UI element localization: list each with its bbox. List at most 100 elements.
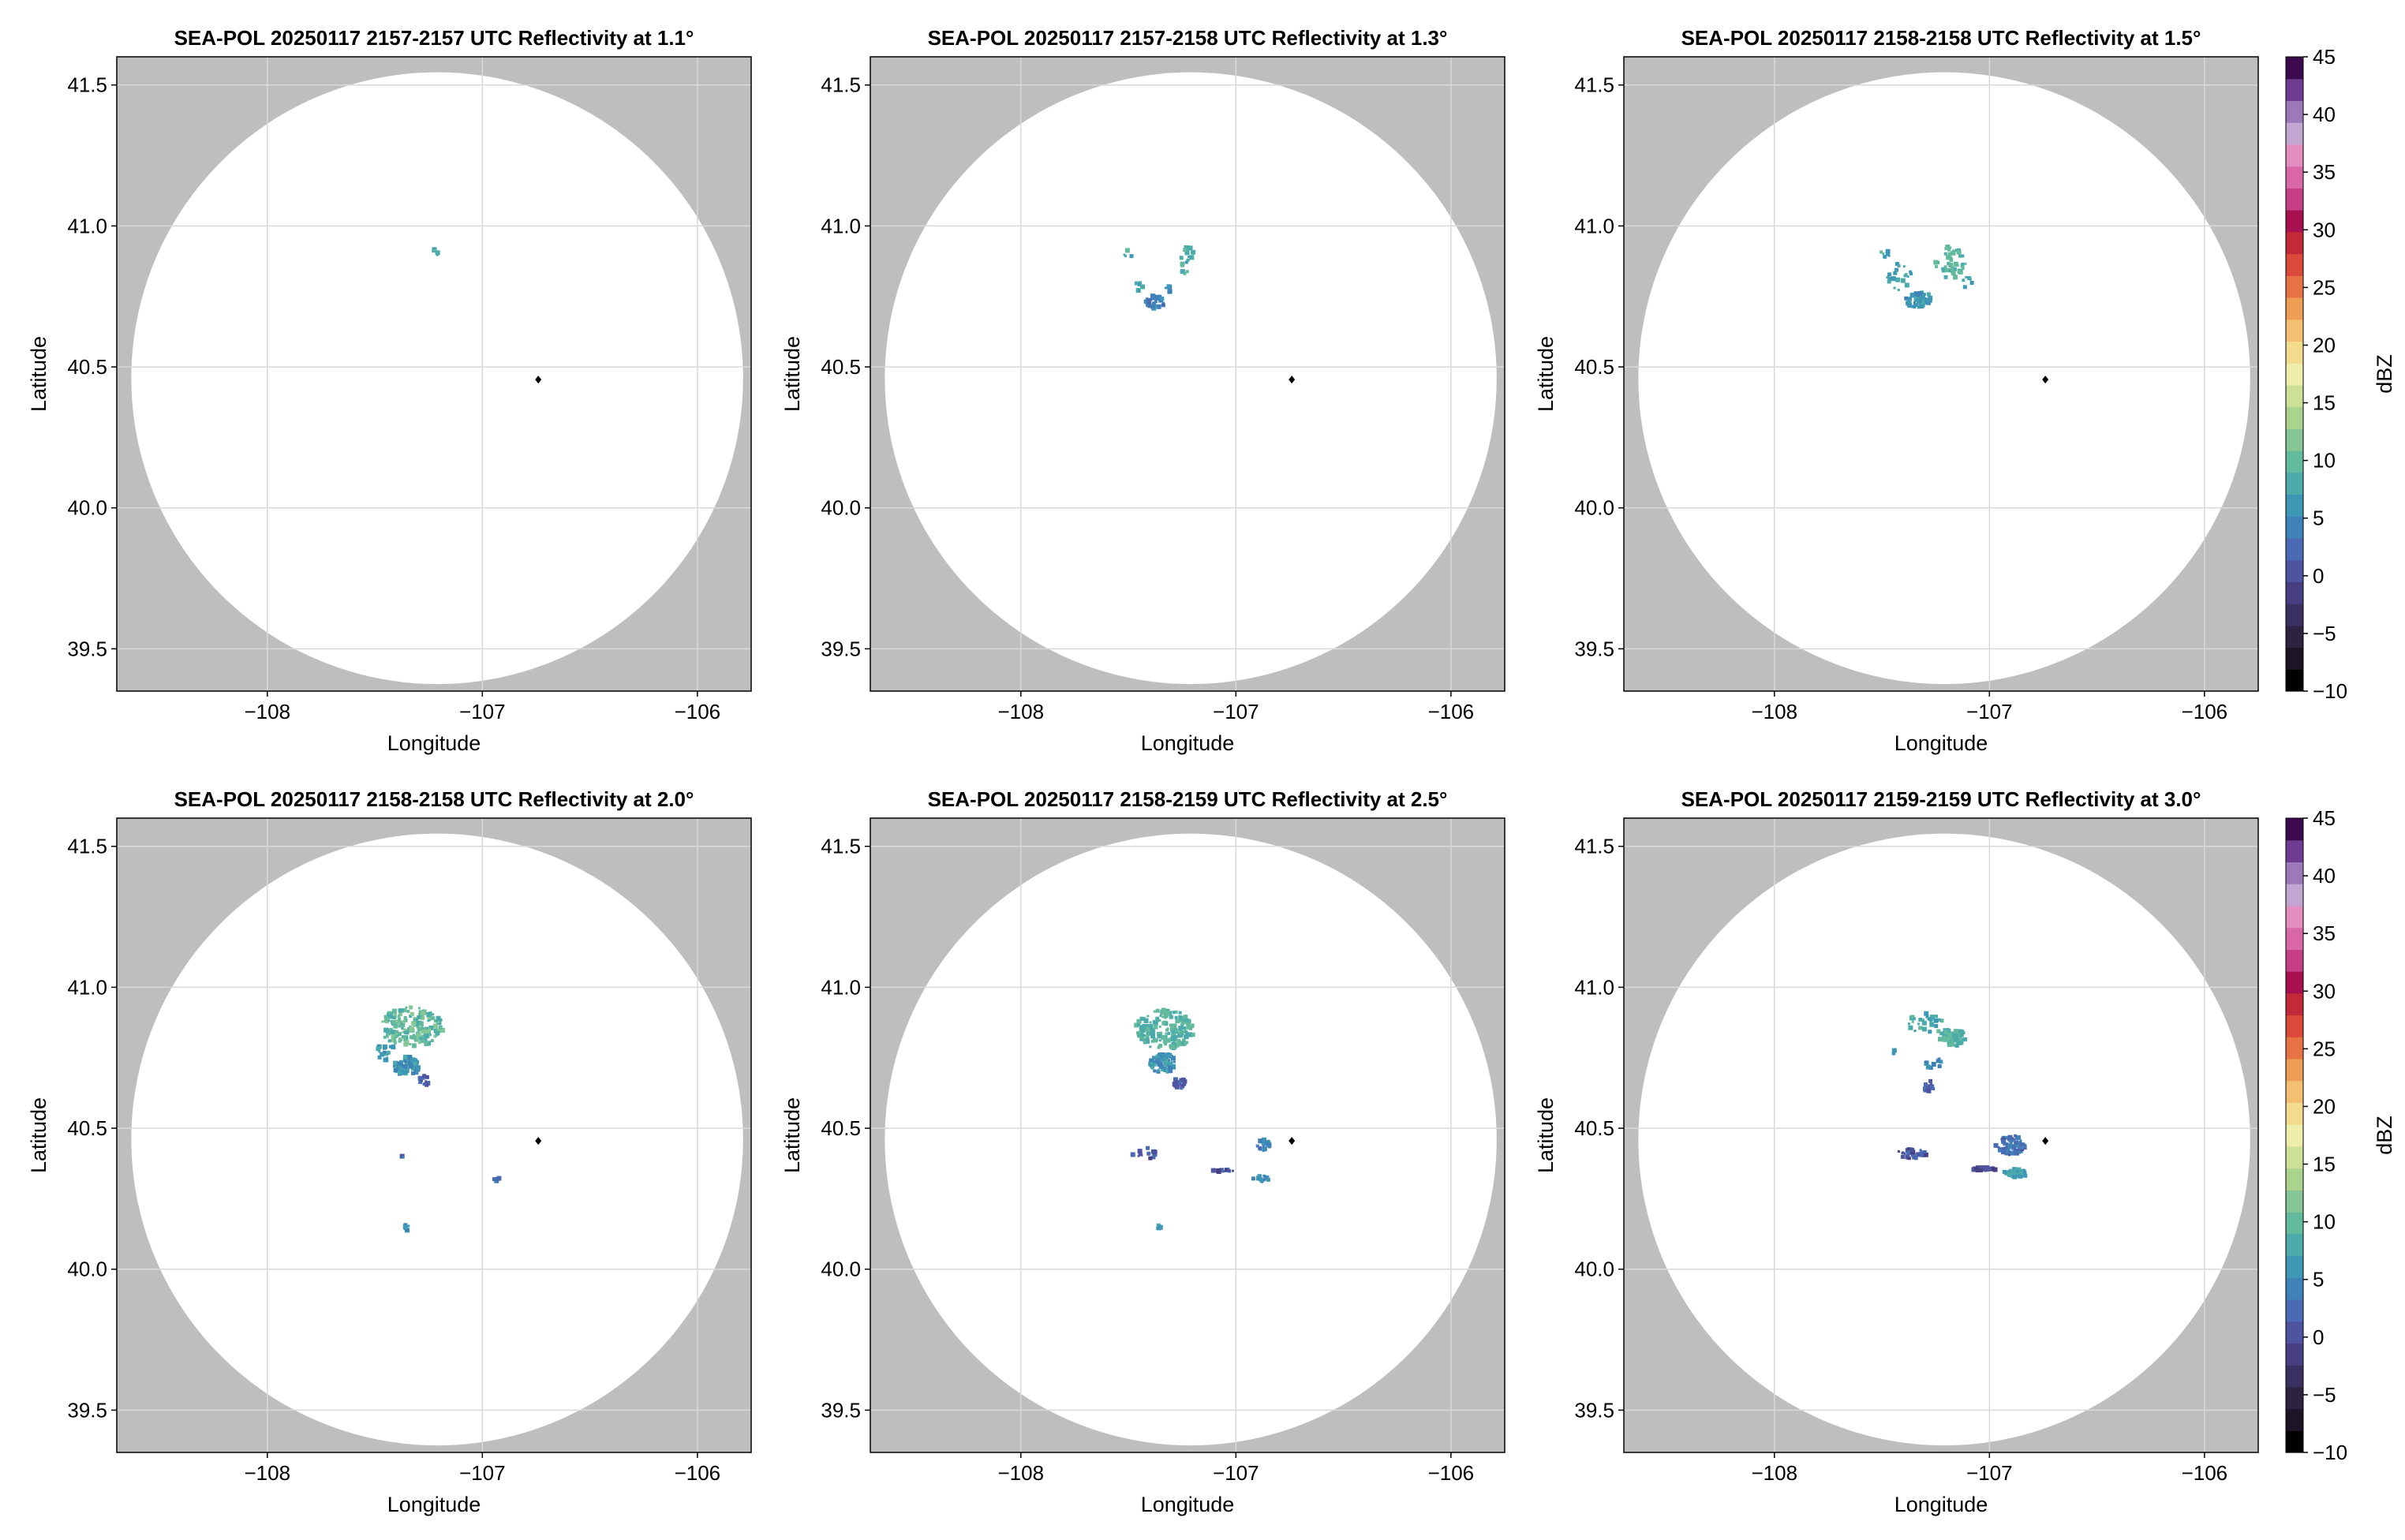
echo-pixel <box>1174 1035 1178 1039</box>
echo-pixel <box>1183 1080 1187 1084</box>
panel-title: SEA-POL 20250117 2157-2157 UTC Reflectiv… <box>174 26 694 50</box>
colorbar-segment <box>2286 1233 2303 1257</box>
colorbar-segment <box>2286 472 2303 495</box>
echo-pixel <box>1262 1174 1266 1178</box>
echo-pixel <box>2007 1172 2012 1177</box>
echo-pixel <box>1156 1038 1159 1041</box>
y-tick-label: 41.5 <box>1574 73 1614 97</box>
echo-pixel <box>1910 305 1914 308</box>
echo-pixel <box>1151 1060 1154 1063</box>
echo-pixel <box>1950 267 1954 271</box>
echo-pixel <box>387 1019 391 1022</box>
echo-pixel <box>395 1030 399 1034</box>
echo-pixel <box>387 1013 391 1017</box>
echo-pixel <box>422 1077 425 1080</box>
colorbar-tick-label: 45 <box>2313 806 2336 830</box>
colorbar-segment <box>2286 1124 2303 1147</box>
echo-pixel <box>1960 1039 1964 1043</box>
echo-pixel <box>425 1030 430 1035</box>
panel-title: SEA-POL 20250117 2158-2158 UTC Reflectiv… <box>174 787 694 811</box>
echo-pixel <box>1947 1033 1953 1038</box>
colorbar-tick-label: 5 <box>2313 1268 2324 1291</box>
echo-pixel <box>2014 1140 2018 1145</box>
echo-pixel <box>2019 1142 2024 1146</box>
x-tick-label: −106 <box>1428 700 1475 723</box>
reflectivity-echoes <box>1891 1011 2028 1179</box>
echo-pixel <box>1179 1018 1184 1022</box>
echo-pixel <box>383 1027 389 1033</box>
echo-pixel <box>1943 265 1947 269</box>
echo-pixel <box>438 1025 443 1030</box>
echo-pixel <box>383 1020 387 1023</box>
echo-pixel <box>1134 281 1139 286</box>
x-tick-label: −108 <box>244 700 290 723</box>
echo-pixel <box>435 250 440 256</box>
echo-pixel <box>1139 284 1145 290</box>
echo-pixel <box>433 1019 437 1022</box>
echo-pixel <box>1219 1168 1225 1173</box>
echo-pixel <box>1925 1015 1929 1019</box>
echo-pixel <box>1897 264 1901 267</box>
x-axis-label: Longitude <box>1894 731 1988 755</box>
echo-pixel <box>1943 252 1947 256</box>
echo-pixel <box>1162 1038 1168 1044</box>
echo-pixel <box>1170 1026 1173 1030</box>
y-axis-label: Latitude <box>27 1097 50 1173</box>
echo-pixel <box>1903 1152 1906 1155</box>
echo-pixel <box>1258 1138 1263 1144</box>
echo-pixel <box>1897 289 1900 292</box>
echo-pixel <box>1150 1062 1153 1065</box>
echo-pixel <box>402 1008 405 1011</box>
x-tick-label: −107 <box>1213 1461 1259 1485</box>
echo-pixel <box>1173 1027 1176 1030</box>
echo-pixel <box>388 1045 392 1048</box>
echo-pixel <box>1924 1060 1927 1063</box>
echo-pixel <box>1156 1069 1161 1074</box>
colorbar-segment <box>2286 559 2303 582</box>
colorbar-segment <box>2286 319 2303 342</box>
echo-pixel <box>1952 1031 1958 1037</box>
echo-pixel <box>2012 1146 2015 1149</box>
echo-pixel <box>1146 1021 1149 1024</box>
echo-pixel <box>1138 1033 1143 1038</box>
radar-panel-1: −108 −107 −106 39.5 40.0 40.5 41.0 41.5 SEA-POL … <box>27 26 752 755</box>
echo-pixel <box>1949 1041 1952 1044</box>
echo-pixel <box>1923 1152 1928 1157</box>
echo-pixel <box>1153 1063 1157 1067</box>
echo-pixel <box>2004 1136 2008 1140</box>
echo-pixel <box>408 1063 413 1069</box>
echo-pixel <box>1256 1176 1262 1181</box>
echo-pixel <box>1158 1062 1163 1067</box>
echo-pixel <box>1174 1042 1180 1048</box>
echo-pixel <box>1146 1040 1150 1045</box>
echo-pixel <box>1152 1019 1157 1024</box>
echo-pixel <box>1181 1038 1186 1043</box>
colorbar-segment <box>2286 1408 2303 1431</box>
echo-pixel <box>1883 254 1887 259</box>
echo-pixel <box>436 1019 439 1022</box>
echo-pixel <box>397 1022 400 1025</box>
echo-pixel <box>2007 1153 2010 1157</box>
echo-pixel <box>1887 254 1891 257</box>
echo-pixel <box>1169 1026 1175 1032</box>
echo-pixel <box>2024 1144 2027 1147</box>
echo-pixel <box>436 1020 439 1023</box>
echo-pixel <box>402 1019 406 1023</box>
echo-pixel <box>424 1034 429 1039</box>
echo-pixel <box>400 1022 403 1026</box>
echo-pixel <box>1228 1169 1232 1173</box>
axes-frame <box>116 817 752 1453</box>
colorbar-segment <box>2286 494 2303 517</box>
echo-pixel <box>1921 1019 1924 1022</box>
echo-pixel <box>387 1039 391 1042</box>
echo-pixel <box>1919 1149 1922 1152</box>
colorbar-1: −10 −5 0 5 10 15 20 25 30 35 40 45 dBZ <box>2285 45 2396 703</box>
echo-pixel <box>402 1030 405 1034</box>
echo-pixel <box>2019 1171 2024 1176</box>
echo-pixel <box>1164 286 1167 290</box>
echo-pixel <box>390 1030 395 1035</box>
echo-pixel <box>1921 300 1925 304</box>
panel-title: SEA-POL 20250117 2158-2159 UTC Reflectiv… <box>928 787 1448 811</box>
y-tick-label: 40.5 <box>821 355 861 379</box>
echo-pixel <box>1939 1031 1944 1036</box>
